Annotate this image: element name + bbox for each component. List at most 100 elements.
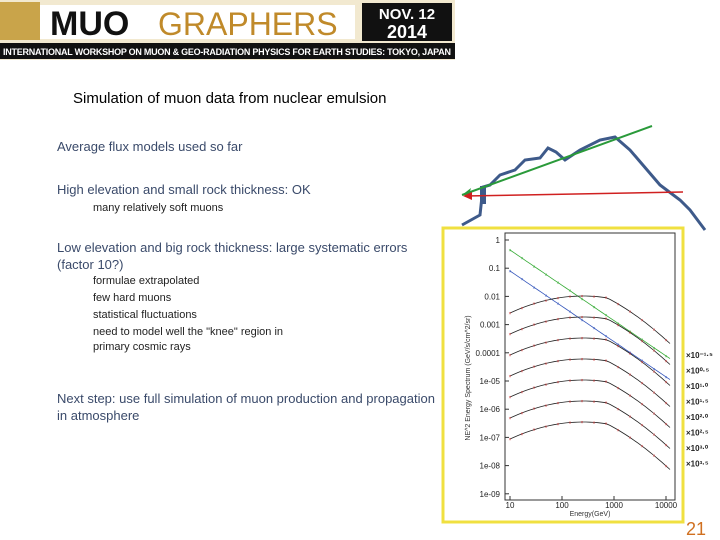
subtitle-bar <box>0 43 455 59</box>
date-line1: NOV. 12 <box>379 6 435 23</box>
sub-bullet: formulae extrapolated <box>93 275 200 287</box>
fig-x-label: Energy(GeV) <box>570 511 611 518</box>
spectrum-point: × <box>653 454 656 460</box>
bullet: Average flux models used so far <box>57 139 243 154</box>
spectrum-point: × <box>605 338 608 344</box>
spectrum-point: × <box>629 373 632 379</box>
spectrum-point: × <box>617 365 620 371</box>
spectrum-point: × <box>521 390 524 396</box>
spectrum-point: × <box>593 378 596 384</box>
spectrum-point: × <box>629 436 632 442</box>
spectrum-point: × <box>509 332 512 338</box>
spectrum-point: × <box>605 334 608 340</box>
spectrum-point: × <box>533 344 536 350</box>
spectrum-point: × <box>593 336 596 342</box>
spectrum-point: × <box>653 370 656 376</box>
spectrum-point: × <box>581 336 584 342</box>
spectrum-point: × <box>617 323 620 329</box>
spectrum-point: × <box>521 432 524 438</box>
spectrum-curve <box>509 358 671 407</box>
fig-y-tick-label: 1e-06 <box>480 405 501 414</box>
spectrum-point: × <box>533 407 536 413</box>
spectrum-point: × <box>533 302 536 308</box>
spectrum-point: × <box>569 358 572 364</box>
spectrum-point: × <box>581 315 584 321</box>
spectrum-point: × <box>533 428 536 434</box>
spectrum-point: × <box>665 464 668 470</box>
spectrum-point: × <box>557 380 560 386</box>
spectrum-point: × <box>665 401 668 407</box>
fig-scale-label: ×10¹·⁰ <box>686 382 709 391</box>
spectrum-point: × <box>569 400 572 406</box>
spectrum-point: × <box>557 296 560 302</box>
header-subtitle: INTERNATIONAL WORKSHOP ON MUON & GEO-RAD… <box>3 47 451 57</box>
spectrum-point: × <box>557 359 560 365</box>
spectrum-point: × <box>533 264 536 270</box>
fig-x-tick-label: 10000 <box>655 501 678 510</box>
spectrum-point: × <box>605 380 608 386</box>
fig-scale-label: ×10⁰·⁵ <box>686 367 709 376</box>
bullet: Next step: use full simulation of muon p… <box>57 391 435 423</box>
spectrum-point: × <box>545 293 548 299</box>
spectrum-curve <box>509 270 671 380</box>
spectrum-point: × <box>545 361 548 367</box>
spectrum-curve <box>509 379 671 428</box>
date-line2: 2014 <box>387 22 427 42</box>
spectrum-point: × <box>569 316 572 322</box>
slide-title: Simulation of muon data from nuclear emu… <box>73 90 387 107</box>
spectrum-point: × <box>581 357 584 363</box>
spectrum-point: × <box>581 294 584 300</box>
fig-y-tick-label: 0.001 <box>480 321 501 330</box>
spectrum-point: × <box>617 342 620 348</box>
bullet: Low elevation and big rock thickness: la… <box>57 240 408 272</box>
spectrum-curve <box>509 295 671 344</box>
spectrum-point: × <box>569 295 572 301</box>
spectrum-point: × <box>581 318 584 324</box>
spectrum-point: × <box>545 298 548 304</box>
sub-bullet: statistical fluctuations <box>93 309 197 321</box>
fig-scale-label: ×10⁻¹·⁵ <box>686 351 713 360</box>
red-arrowhead <box>463 192 472 200</box>
green-arrowhead <box>462 188 471 195</box>
spectrum-point: × <box>653 391 656 397</box>
spectrum-point: × <box>653 412 656 418</box>
fig-scale-label: ×10³·⁰ <box>686 444 709 453</box>
spectrum-point: × <box>593 305 596 311</box>
spectrum-point: × <box>605 401 608 407</box>
date-box <box>362 3 452 41</box>
spectrum-point: × <box>533 386 536 392</box>
spectrum-point: × <box>509 416 512 422</box>
spectrum-point: × <box>521 411 524 417</box>
spectrum-point: × <box>557 338 560 344</box>
logo-right: GRAPHERS <box>158 6 338 42</box>
sub-bullet: many relatively soft muons <box>93 202 224 214</box>
fig-x-tick-label: 100 <box>555 501 569 510</box>
spectrum-point: × <box>605 359 608 365</box>
spectrum-point: × <box>545 340 548 346</box>
spectrum-point: × <box>641 318 644 324</box>
spectrum-point: × <box>641 423 644 429</box>
spectrum-point: × <box>509 248 512 254</box>
spectrum-point: × <box>521 327 524 333</box>
spectrum-point: × <box>617 386 620 392</box>
spectrum-point: × <box>557 281 560 287</box>
red-ray <box>464 191 684 197</box>
spectrum-point: × <box>545 319 548 325</box>
spectrum-point: × <box>581 399 584 405</box>
spectrum-point: × <box>665 354 668 360</box>
fig-y-tick-label: 1e-07 <box>480 433 501 442</box>
spectrum-point: × <box>665 443 668 449</box>
spectrum-point: × <box>665 338 668 344</box>
spectrum-point: × <box>521 256 524 262</box>
sub-bullet: need to model well the "knee" region in … <box>93 326 284 353</box>
spectrum-point: × <box>605 296 608 302</box>
spectrum-point: × <box>653 346 656 352</box>
fig-y-tick-label: 1 <box>496 236 501 245</box>
spectrum-point: × <box>557 422 560 428</box>
spectrum-point: × <box>545 403 548 409</box>
spectrum-point: × <box>641 381 644 387</box>
spectrum-point: × <box>593 315 596 321</box>
spectrum-point: × <box>665 422 668 428</box>
